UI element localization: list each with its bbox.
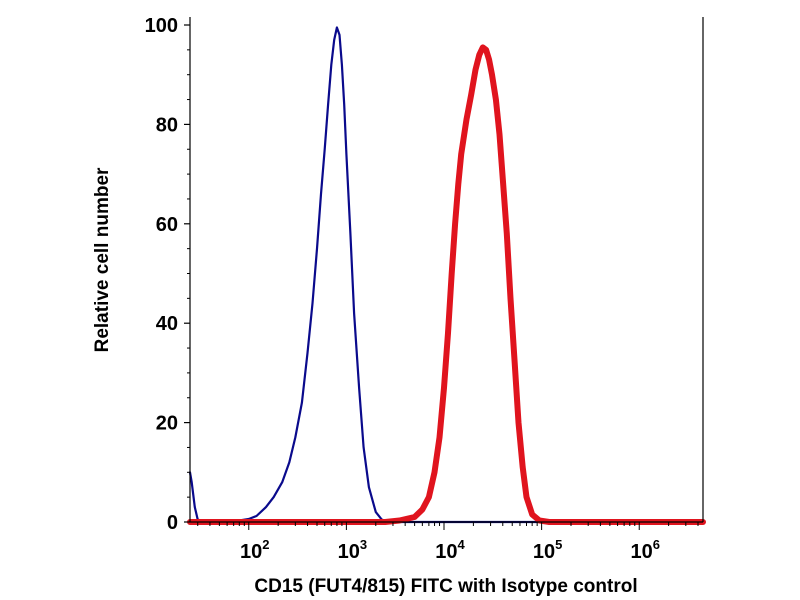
y-axis-title: Relative cell number: [92, 167, 113, 352]
x-tick-label: 105: [533, 537, 562, 563]
y-tick-label: 100: [145, 15, 178, 37]
y-tick-label: 40: [156, 313, 178, 335]
y-tick-label: 80: [156, 114, 178, 136]
x-tick-label: 104: [435, 537, 465, 563]
histogram-series-2: [187, 44, 706, 525]
x-axis-title: CD15 (FUT4/815) FITC with Isotype contro…: [254, 576, 637, 597]
y-tick-label: 60: [156, 214, 178, 236]
y-tick-label: 20: [156, 413, 178, 435]
x-tick-label: 102: [240, 537, 269, 563]
x-tick-label: 103: [338, 537, 367, 563]
chart-axes: 0 20 40 60 80 100 102 103 104 105 106: [145, 15, 704, 563]
x-tick-label: 106: [630, 537, 659, 563]
y-tick-label: 0: [167, 512, 178, 534]
chart-marks: [187, 26, 706, 525]
histogram-series-1: [188, 26, 705, 524]
